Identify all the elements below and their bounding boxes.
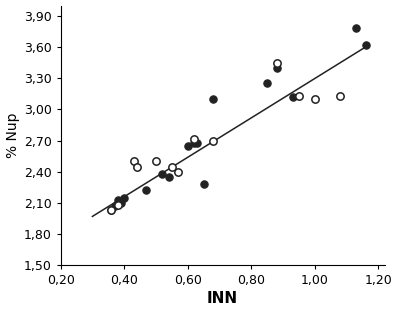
Point [191,136,197,141]
Point [191,140,197,145]
Point [108,208,115,213]
Point [115,197,121,202]
Point [185,143,191,148]
Point [115,200,121,205]
Point [115,202,121,207]
Point [121,195,127,200]
Point [210,138,216,143]
Point [134,164,140,169]
Point [337,93,343,98]
Point [169,164,175,169]
Point [108,208,115,213]
Point [200,182,207,187]
Point [153,159,159,164]
Point [111,203,118,208]
Point [289,95,296,100]
Y-axis label: % Nup: % Nup [6,113,20,158]
Point [296,93,302,98]
Point [210,96,216,101]
Point [353,26,359,31]
X-axis label: INN: INN [207,291,238,306]
Point [143,188,150,193]
Point [118,200,124,205]
Point [362,42,369,47]
Point [264,81,270,86]
Point [131,159,137,164]
Point [159,171,166,176]
Point [194,140,201,145]
Point [312,96,318,101]
Point [273,60,280,65]
Point [273,66,280,71]
Point [175,169,181,174]
Point [166,174,172,179]
